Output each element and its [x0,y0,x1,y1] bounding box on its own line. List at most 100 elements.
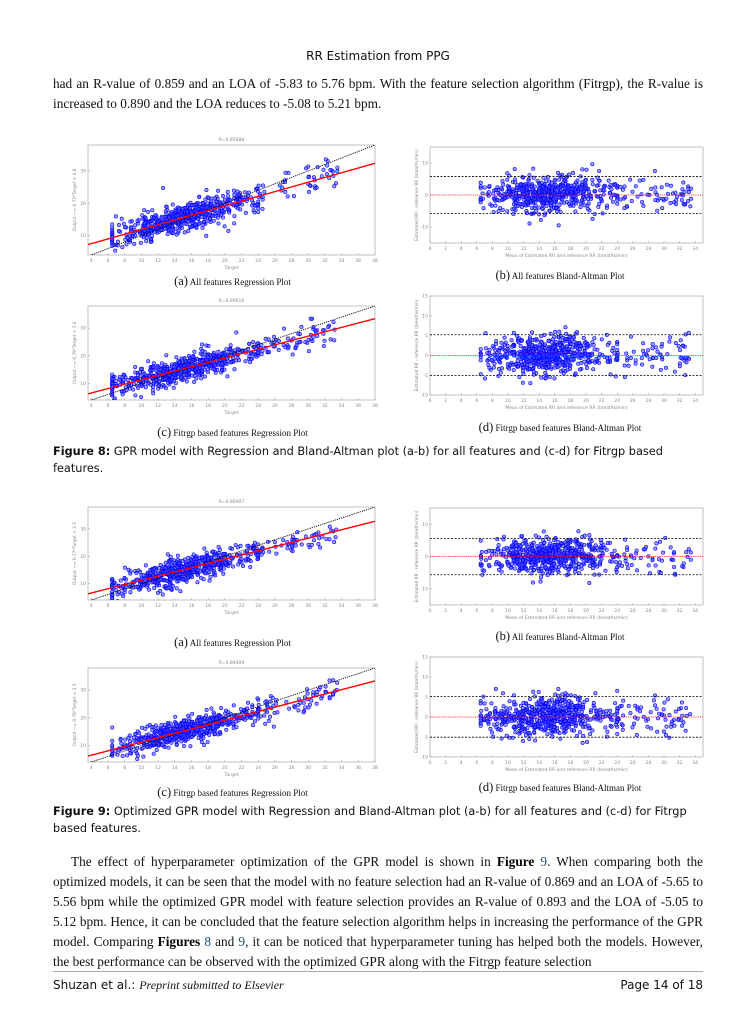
data-point [163,386,168,391]
figure8d-bland-altman-plot: 0 2 4 6 8 10 12 14 16 18 20 22 24 26 28 30 32 34-10-50510… [414,294,704,411]
x-tick-label: 4 [90,603,93,609]
data-point [574,353,579,358]
data-point [549,193,554,198]
data-point [519,351,524,356]
data-point [165,231,170,236]
data-point [576,529,581,534]
data-point [549,357,554,362]
data-point [528,381,533,386]
data-point [164,736,169,741]
data-point [571,170,576,175]
data-point [592,347,597,352]
data-point [222,197,227,202]
data-point [133,223,138,228]
data-point [649,186,654,191]
data-point [162,366,167,371]
data-point [658,367,663,372]
data-point [222,224,227,229]
x-tick-label: 28 [289,403,295,409]
data-point [654,356,659,361]
data-point [163,209,168,214]
data-point [571,345,576,350]
data-point [565,189,570,194]
data-point [632,556,637,561]
data-point [609,195,614,200]
data-point [116,228,121,233]
data-point [522,538,527,543]
data-point [587,580,592,585]
data-point [307,183,312,188]
data-point [333,181,338,186]
data-point [188,573,193,578]
data-point [156,384,161,389]
data-point [142,221,147,226]
data-point [687,356,692,361]
plot-area [430,162,703,228]
data-point [121,221,126,226]
y-tick-label: 10 [80,581,86,587]
subcaption-text: All features Regression Plot [189,638,291,648]
data-point [140,370,145,375]
data-point [165,740,170,745]
data-point [495,546,500,551]
data-point [567,363,572,368]
data-point [558,188,563,193]
data-point [574,330,579,335]
data-point [230,721,235,726]
data-point [500,198,505,203]
data-point [563,350,568,355]
data-point [591,367,596,372]
data-point [599,544,604,549]
data-point [529,555,534,560]
subcaption-text: All features Regression Plot [189,277,291,287]
x-tick-label: 26 [272,603,278,609]
x-tick-label: 18 [568,760,574,766]
data-point [223,708,228,713]
data-point [316,541,321,546]
data-point [248,564,253,569]
data-point [122,225,127,230]
x-tick-label: 10 [505,608,511,614]
data-point [216,349,221,354]
intro-paragraph: had an R-value of 0.859 and an LOA of -5… [53,76,703,111]
data-point [274,698,279,703]
data-point [316,530,321,535]
data-point [306,189,311,194]
data-point [689,196,694,201]
data-point [514,543,519,548]
x-tick-label: 24 [614,760,620,766]
data-point [263,336,268,341]
data-point [146,587,151,592]
x-tick-label: 34 [339,403,345,409]
data-point [562,178,567,183]
data-point [587,563,592,568]
data-point [518,201,523,206]
data-point [256,702,261,707]
x-tick-label: 28 [646,760,652,766]
x-tick-label: 8 [123,403,126,409]
data-point [665,352,670,357]
data-point [614,560,619,565]
data-point [537,189,542,194]
data-point [493,348,498,353]
y-tick-label: -10 [421,225,428,231]
data-point [661,550,666,555]
data-point [202,546,207,551]
data-point [194,366,199,371]
data-point [559,540,564,545]
data-point [493,187,498,192]
data-point [599,337,604,342]
data-point [332,539,337,544]
data-point [563,325,568,330]
data-point [612,183,617,188]
x-axis-label: Target [224,265,239,271]
data-point [597,561,602,566]
data-point [682,202,687,207]
data-point [263,721,268,726]
identity-line [90,145,375,255]
data-point [484,549,489,554]
data-point [254,354,259,359]
data-point [183,736,188,741]
data-point [533,203,538,208]
data-point [150,208,155,213]
